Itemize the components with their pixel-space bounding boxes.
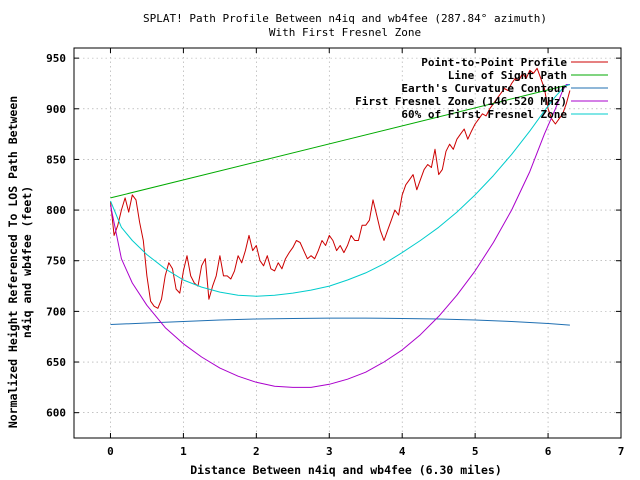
- legend-label: Line of Sight Path: [448, 69, 567, 82]
- y-tick-label: 950: [46, 52, 66, 65]
- x-tick-label: 4: [399, 445, 406, 458]
- series-line-line-of-sight-path: [110, 84, 571, 199]
- x-tick-label: 6: [545, 445, 552, 458]
- y-tick-label: 700: [46, 305, 66, 318]
- x-tick-label: 2: [253, 445, 260, 458]
- legend-label: 60% of First Fresnel Zone: [401, 108, 567, 121]
- x-axis-label: Distance Between n4iq and wb4fee (6.30 m…: [190, 463, 502, 477]
- chart-subtitle: With First Fresnel Zone: [269, 26, 421, 39]
- y-tick-label: 900: [46, 103, 66, 116]
- x-tick-label: 0: [107, 445, 114, 458]
- y-tick-label: 800: [46, 204, 66, 217]
- x-tick-label: 5: [472, 445, 479, 458]
- plot-border: [73, 47, 622, 439]
- legend-label: Earth's Curvature Contour: [401, 82, 567, 95]
- series-line-60-of-first-fresnel-zone: [110, 84, 571, 297]
- series-line-first-fresnel-zone-146-520-mhz: [110, 84, 570, 388]
- legend-label: First Fresnel Zone (146.520 MHz): [355, 95, 567, 108]
- series-line-earth-s-curvature-contour: [110, 317, 570, 326]
- x-tick-label: 7: [618, 445, 625, 458]
- legend-label: Point-to-Point Profile: [421, 56, 567, 69]
- x-tick-label: 1: [180, 445, 187, 458]
- x-tick-label: 3: [326, 445, 333, 458]
- y-axis-label-line-1: Normalized Height Referenced To LOS Path…: [6, 96, 20, 428]
- chart-title: SPLAT! Path Profile Between n4iq and wb4…: [143, 12, 547, 25]
- series-lines: [110, 67, 571, 388]
- y-tick-label: 850: [46, 153, 66, 166]
- axis-ticks: 0 1 2 3 4 5 6 7 600 650 700 750 800 850 900 950: [46, 48, 624, 458]
- y-tick-label: 600: [46, 407, 66, 420]
- y-tick-label: 750: [46, 255, 66, 268]
- y-tick-label: 650: [46, 356, 66, 369]
- y-axis-label-line-2: n4iq and wb4fee (feet): [20, 186, 34, 338]
